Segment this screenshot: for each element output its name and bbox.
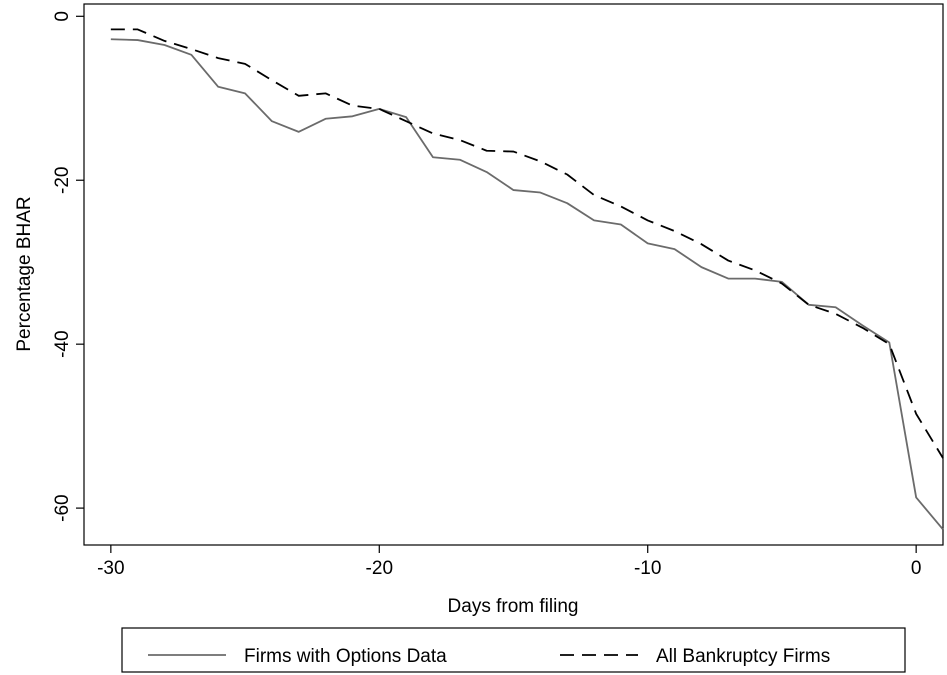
x-axis: -30 -20 -10 0	[97, 545, 921, 579]
x-tick-label: -30	[97, 558, 124, 579]
x-tick-label: -10	[634, 558, 661, 579]
x-tick-label: -20	[366, 558, 393, 579]
y-tick-label: -40	[52, 330, 73, 357]
legend: Firms with Options Data All Bankruptcy F…	[121, 627, 906, 673]
y-tick-label: -20	[52, 167, 73, 194]
series-layer	[110, 28, 944, 531]
plot-area-frame	[83, 3, 944, 546]
series-line-all-bankruptcy-firms	[110, 28, 944, 459]
legend-label-options-firms: Firms with Options Data	[244, 646, 447, 667]
y-tick-label: 0	[52, 11, 73, 22]
x-axis-label: Days from filing	[448, 596, 579, 617]
legend-label-all-bankruptcy-firms: All Bankruptcy Firms	[656, 646, 830, 667]
y-axis: 0 -20 -40 -60	[52, 11, 84, 522]
y-axis-label: Percentage BHAR	[14, 196, 35, 351]
y-tick-label: -60	[52, 494, 73, 521]
legend-box	[121, 627, 906, 673]
x-tick-label: 0	[911, 558, 922, 579]
